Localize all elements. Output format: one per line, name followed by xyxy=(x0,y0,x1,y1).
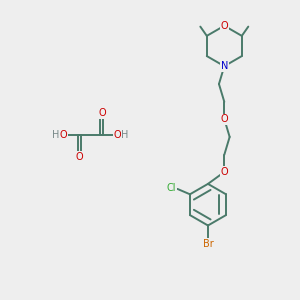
Text: Cl: Cl xyxy=(167,183,176,193)
Text: O: O xyxy=(75,152,83,162)
Text: O: O xyxy=(220,167,228,177)
Text: H: H xyxy=(52,130,60,140)
Text: Br: Br xyxy=(202,239,213,249)
Text: O: O xyxy=(220,21,228,31)
Text: O: O xyxy=(98,108,106,118)
Text: N: N xyxy=(220,61,228,71)
Text: H: H xyxy=(121,130,129,140)
Text: O: O xyxy=(220,114,228,124)
Text: O: O xyxy=(60,130,68,140)
Text: O: O xyxy=(113,130,121,140)
